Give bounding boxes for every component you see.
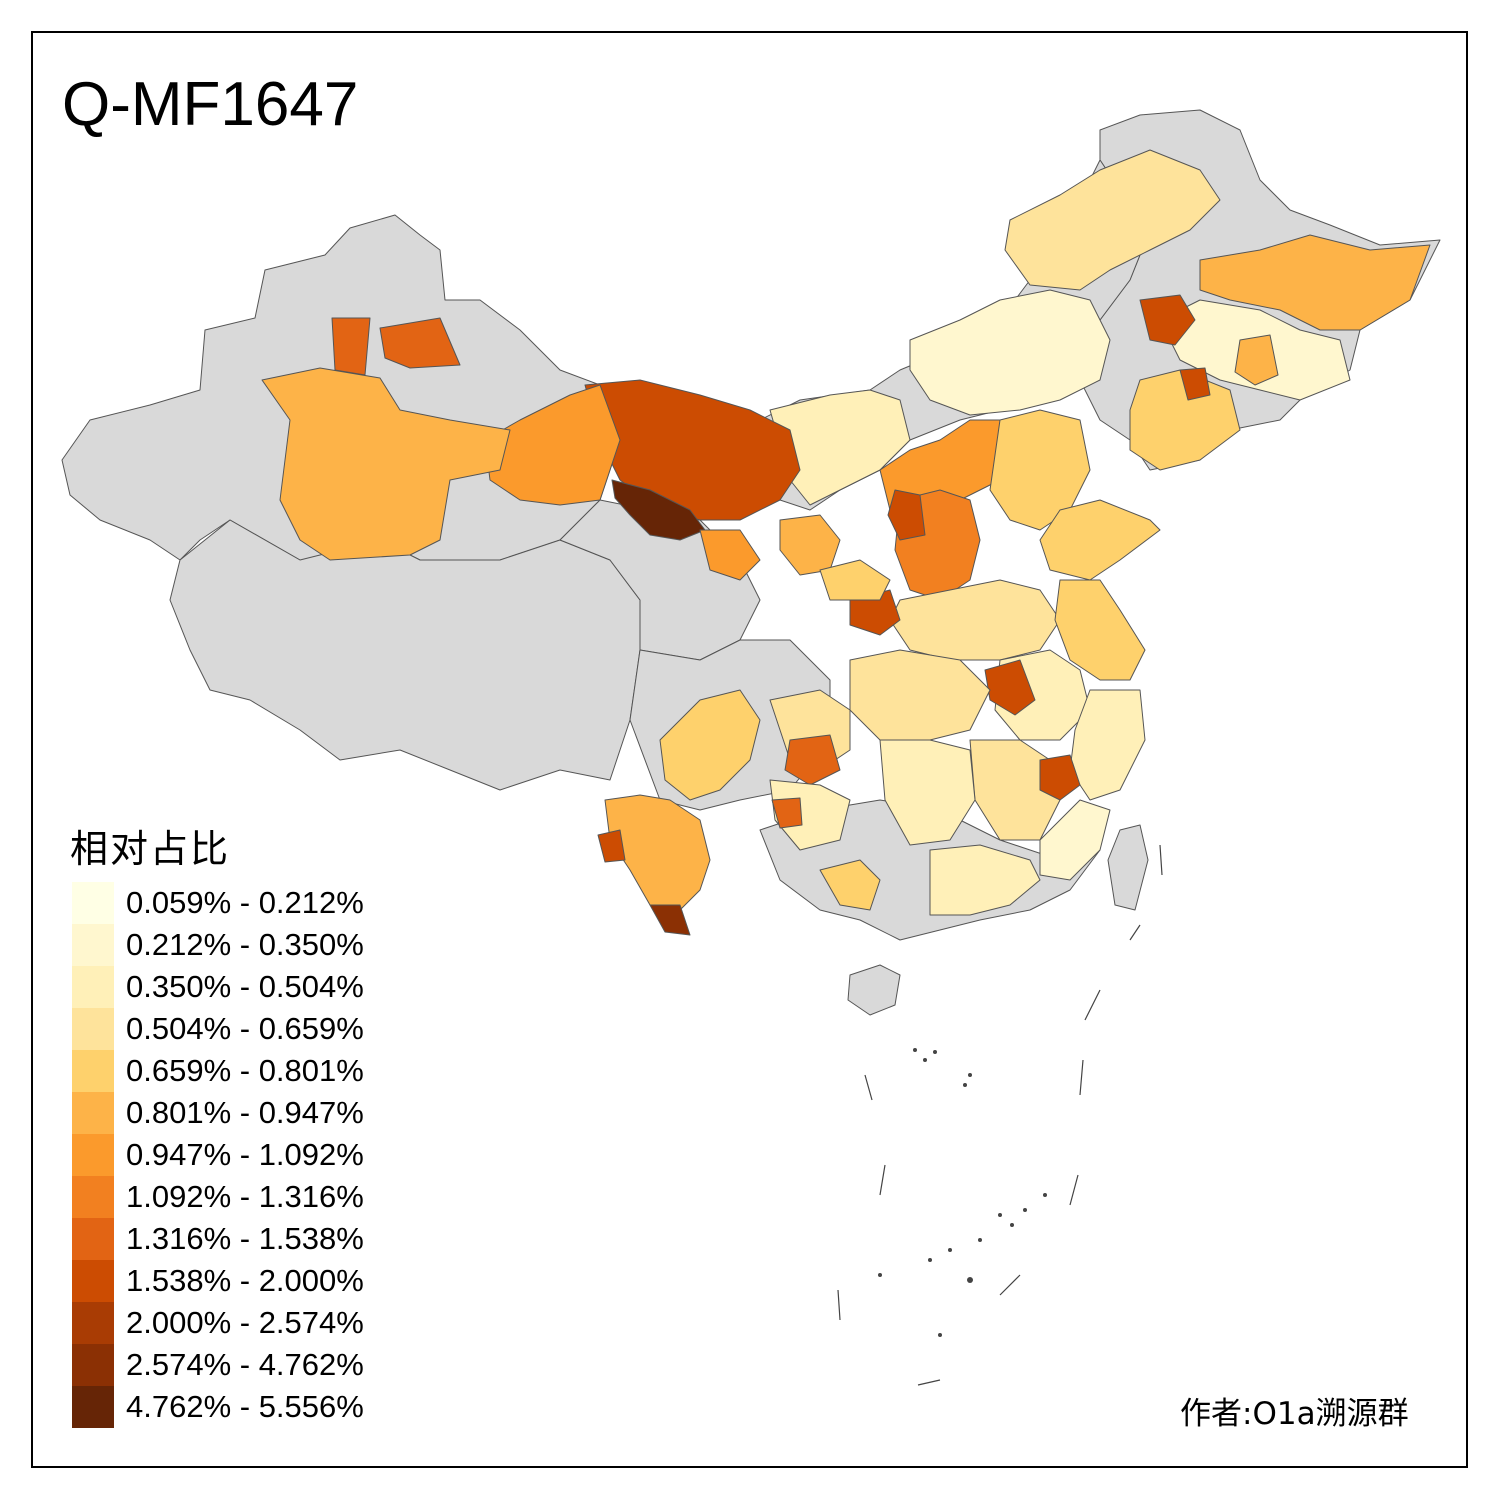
region-sichuan-west [659,689,761,801]
region-guizhou-hot [771,797,803,829]
legend-item: 2.574% - 4.762% [72,1344,412,1386]
region-gansu-south [699,529,761,581]
legend-label: 0.801% - 0.947% [126,1095,364,1130]
region-henan [889,579,1061,661]
legend-swatch [72,1050,114,1092]
region-jiangsu [1054,579,1146,681]
legend-item: 0.801% - 0.947% [72,1092,412,1134]
legend-swatch [72,924,114,966]
legend-label: 0.504% - 0.659% [126,1011,364,1046]
legend-swatch [72,1260,114,1302]
region-hainan [847,964,901,1016]
region-guangdong [929,844,1041,916]
region-jiangxi [969,739,1061,841]
region-yunnan-west [597,829,626,863]
legend-label: 0.947% - 1.092% [126,1137,364,1172]
region-jilin-hot [1139,294,1196,346]
region-anhui-hot [984,659,1036,716]
region-gansu-hot [584,379,801,521]
legend-item: 2.000% - 2.574% [72,1302,412,1344]
region-xj-east [484,384,621,506]
legend-label: 2.574% - 4.762% [126,1347,364,1382]
legend-swatch [72,1176,114,1218]
legend-item: 0.212% - 0.350% [72,924,412,966]
region-shaanxi-mid [819,559,891,601]
legend-swatch [72,1092,114,1134]
region-guangxi-spot [819,859,881,911]
island-marks [837,844,1163,1386]
legend-label: 1.316% - 1.538% [126,1221,364,1256]
legend-label: 2.000% - 2.574% [126,1305,364,1340]
region-heilongjiang-e [1199,234,1431,331]
legend-label: 1.092% - 1.316% [126,1179,364,1214]
legend-title: 相对占比 [70,827,231,871]
region-xj-north-b [379,317,461,369]
legend-label: 1.538% - 2.000% [126,1263,364,1298]
region-hunan [879,739,976,846]
legend-label: 0.659% - 0.801% [126,1053,364,1088]
region-guizhou [769,779,851,851]
region-shandong [1039,499,1161,581]
region-tibet [169,519,641,791]
legend-item: 0.504% - 0.659% [72,1008,412,1050]
region-yunnan-dark [649,904,691,936]
region-taiwan [1107,824,1149,911]
legend-label: 4.762% - 5.556% [126,1389,364,1424]
legend-item: 0.350% - 0.504% [72,966,412,1008]
legend-label: 0.212% - 0.350% [126,927,364,962]
region-jilin-east [1234,334,1279,386]
region-sichuan-hot [784,734,841,786]
legend-swatch [72,1008,114,1050]
legend-item: 1.092% - 1.316% [72,1176,412,1218]
author-credit: 作者:O1a溯源群 [1180,1396,1409,1432]
region-xj-center [261,367,511,561]
map-frame [31,31,1468,1468]
legend-item: 1.538% - 2.000% [72,1260,412,1302]
region-ningxia [779,514,841,576]
legend-swatch [72,966,114,1008]
region-heilongjiang-w [1004,149,1221,291]
map-title: Q-MF1647 [62,70,359,139]
region-gansu-dark [611,479,706,541]
region-liaoning-hot [1179,367,1211,401]
legend-label: 0.350% - 0.504% [126,969,364,1004]
legend-swatch [72,1134,114,1176]
region-xj-north-a [331,317,371,376]
region-mongolia-east [909,289,1111,416]
legend-swatch [72,1386,114,1428]
legend-swatch [72,1302,114,1344]
legend-label: 0.059% - 0.212% [126,885,364,920]
legend-item: 0.947% - 1.092% [72,1134,412,1176]
region-jiangxi-hot [1039,754,1081,801]
region-mongolia-mid [769,389,911,506]
region-shanxi-hot [887,489,926,541]
legend-item: 1.316% - 1.538% [72,1218,412,1260]
legend-item: 4.762% - 5.556% [72,1386,412,1428]
region-fujian [1039,799,1111,881]
legend-swatch [72,1218,114,1260]
legend-swatch [72,1344,114,1386]
legend-item: 0.659% - 0.801% [72,1050,412,1092]
legend-swatch [72,882,114,924]
legend: 0.059% - 0.212% 0.212% - 0.350% 0.350% -… [72,882,412,1428]
region-hubei [849,649,991,741]
region-zhejiang [1069,689,1146,801]
legend-item: 0.059% - 0.212% [72,882,412,924]
